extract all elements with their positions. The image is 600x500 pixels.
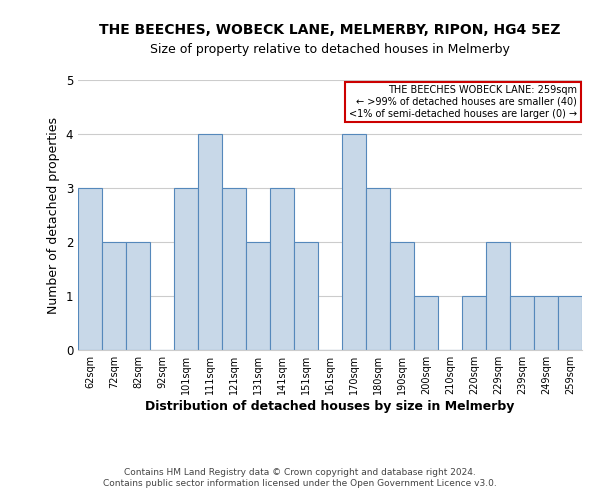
Bar — [390, 242, 414, 350]
Text: Size of property relative to detached houses in Melmerby: Size of property relative to detached ho… — [150, 42, 510, 56]
Bar — [246, 242, 270, 350]
Bar — [222, 188, 246, 350]
Bar — [294, 242, 318, 350]
Bar — [462, 296, 486, 350]
Bar — [414, 296, 438, 350]
X-axis label: Distribution of detached houses by size in Melmerby: Distribution of detached houses by size … — [145, 400, 515, 413]
Bar — [342, 134, 366, 350]
Bar — [510, 296, 534, 350]
Bar — [534, 296, 558, 350]
Text: Contains HM Land Registry data © Crown copyright and database right 2024.
Contai: Contains HM Land Registry data © Crown c… — [103, 468, 497, 487]
Bar — [102, 242, 126, 350]
Text: THE BEECHES, WOBECK LANE, MELMERBY, RIPON, HG4 5EZ: THE BEECHES, WOBECK LANE, MELMERBY, RIPO… — [99, 22, 561, 36]
Bar — [78, 188, 102, 350]
Bar — [126, 242, 150, 350]
Bar — [558, 296, 582, 350]
Text: THE BEECHES WOBECK LANE: 259sqm
← >99% of detached houses are smaller (40)
<1% o: THE BEECHES WOBECK LANE: 259sqm ← >99% o… — [349, 86, 577, 118]
Bar — [366, 188, 390, 350]
Bar — [486, 242, 510, 350]
Bar — [198, 134, 222, 350]
Bar — [174, 188, 198, 350]
Bar — [270, 188, 294, 350]
Y-axis label: Number of detached properties: Number of detached properties — [47, 116, 60, 314]
